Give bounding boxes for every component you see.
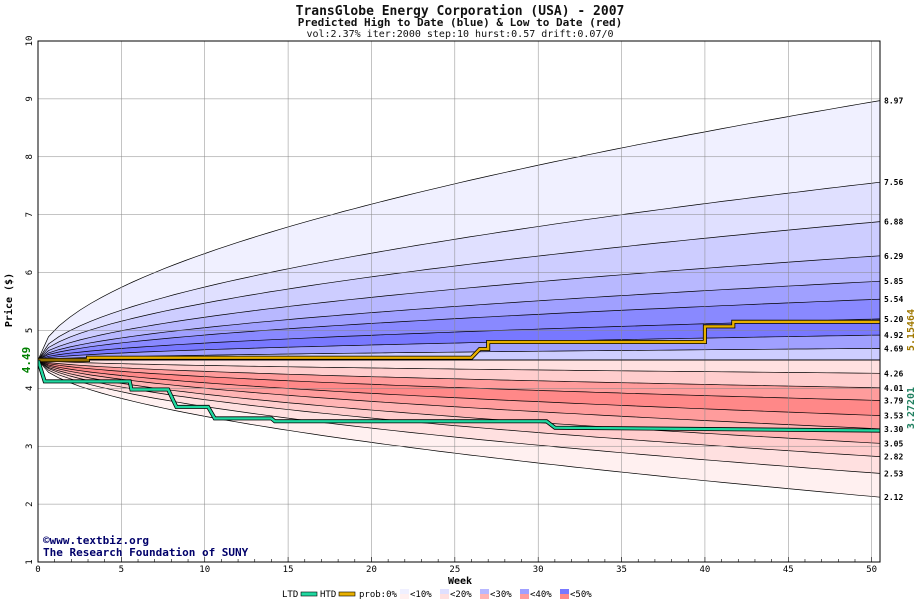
legend-prob-item-5: <50%: [570, 590, 592, 600]
legend-ltd-label: LTD: [282, 590, 298, 600]
band-end-label-4: 6.29: [884, 252, 903, 261]
y-tick-label-4: 5: [25, 328, 35, 333]
x-axis-label: Week: [448, 576, 472, 587]
chart-subtitle: Predicted High to Date (blue) & Low to D…: [298, 16, 623, 29]
band-end-label-3: 6.88: [884, 218, 903, 227]
chart-title: TransGlobe Energy Corporation (USA) - 20…: [296, 4, 625, 19]
x-tick-label-7: 35: [616, 565, 627, 575]
y-tick-label-7: 8: [25, 154, 35, 159]
band-end-labels: 8.97 7.56 6.88 6.29 5.85 5.54 5.20 4.92 4.69 2.12…: [884, 97, 903, 503]
band-end-label-2: 7.56: [884, 178, 903, 187]
x-tick-label-8: 40: [700, 565, 711, 575]
series-line-ltd: [38, 359, 880, 432]
x-tick-label-5: 25: [449, 565, 460, 575]
legend-prob-item-3: <30%: [490, 590, 512, 600]
legend-ltd-swatch: [300, 591, 318, 597]
legend-prob-item-1: <10%: [410, 590, 432, 600]
band-end-label-7: 5.20: [884, 315, 903, 324]
credit-line-1: ©www.textbiz.org: [43, 534, 149, 547]
band-end-label-5: 5.85: [884, 277, 903, 286]
y-axis-label: Price ($): [3, 273, 15, 327]
x-tick-label-10: 50: [866, 565, 877, 575]
band-end-label-8: 4.92: [884, 331, 903, 340]
legend-prob-item-2: <20%: [450, 590, 472, 600]
band-end-label-13: 3.05: [884, 439, 903, 448]
legend-swatch-blue-2: [440, 589, 449, 594]
legend-prob-items: <10% <20% <30% <40% <50%: [400, 589, 592, 600]
band-end-label-14: 3.30: [884, 425, 903, 434]
y-tick-label-2: 3: [25, 444, 35, 449]
chart-params: vol:2.37% iter:2000 step:10 hurst:0.57 d…: [306, 29, 613, 40]
x-tick-label-3: 15: [283, 565, 294, 575]
legend-swatch-red-3: [480, 594, 489, 599]
legend-htd-label: HTD: [320, 590, 336, 600]
x-tick-label-4: 20: [366, 565, 377, 575]
legend-prob-label: prob:0%: [359, 590, 398, 600]
legend-swatch-red-5: [560, 594, 569, 599]
x-tick-label-2: 10: [199, 565, 210, 575]
y-tick-label-3: 4: [25, 386, 35, 391]
band-end-label-10: 2.12: [884, 493, 903, 502]
plot-frame: [37, 40, 881, 563]
series-line-htd: [38, 320, 880, 362]
htd-end-label: 5.15464: [906, 309, 917, 351]
y-tick-label-0: 1: [25, 559, 35, 564]
x-tick-label-1: 5: [119, 565, 124, 575]
band-end-label-17: 4.01: [884, 384, 903, 393]
x-tick-label-0: 0: [35, 565, 40, 575]
credit-line-2: The Research Foundation of SUNY: [43, 546, 249, 559]
lower-band-9: [38, 359, 880, 374]
legend: LTD HTD prob:0% <10% <20% <30% <40% <50%: [282, 589, 592, 600]
y-tick-label-5: 6: [25, 270, 35, 275]
legend-swatch-red-2: [440, 594, 449, 599]
legend-htd-swatch: [338, 591, 356, 597]
band-end-label-9: 4.69: [884, 344, 903, 353]
band-end-label-18: 4.26: [884, 369, 903, 378]
probability-bands: [38, 100, 880, 498]
legend-swatch-blue-1: [400, 589, 409, 594]
band-end-label-11: 2.53: [884, 469, 903, 478]
y-tick-label-1: 2: [25, 501, 35, 506]
y-tick-label-8: 9: [25, 96, 35, 101]
legend-swatch-red-1: [400, 594, 409, 599]
x-tick-labels: 0 5 10 15 20 25 30 35 40 45 50: [35, 565, 877, 575]
band-end-label-12: 2.82: [884, 453, 903, 462]
band-end-label-16: 3.79: [884, 396, 903, 405]
legend-swatch-blue-4: [520, 589, 529, 594]
y-tick-label-9: 10: [25, 36, 35, 47]
legend-swatch-blue-5: [560, 589, 569, 594]
y-tick-label-6: 7: [25, 212, 35, 217]
band-end-label-6: 5.54: [884, 295, 903, 304]
y-tick-labels: 1 2 3 4 5 6 7 8 9 10: [25, 36, 35, 565]
legend-swatch-red-4: [520, 594, 529, 599]
x-tick-label-6: 30: [533, 565, 544, 575]
band-end-label-15: 3.53: [884, 412, 903, 421]
series-lines: [38, 319, 880, 433]
start-price-label: 4.49: [20, 347, 33, 374]
x-tick-label-9: 45: [783, 565, 794, 575]
ltd-end-label: 3.27201: [906, 387, 917, 429]
band-end-label-1: 8.97: [884, 97, 903, 106]
legend-prob-item-4: <40%: [530, 590, 552, 600]
legend-swatch-blue-3: [480, 589, 489, 594]
